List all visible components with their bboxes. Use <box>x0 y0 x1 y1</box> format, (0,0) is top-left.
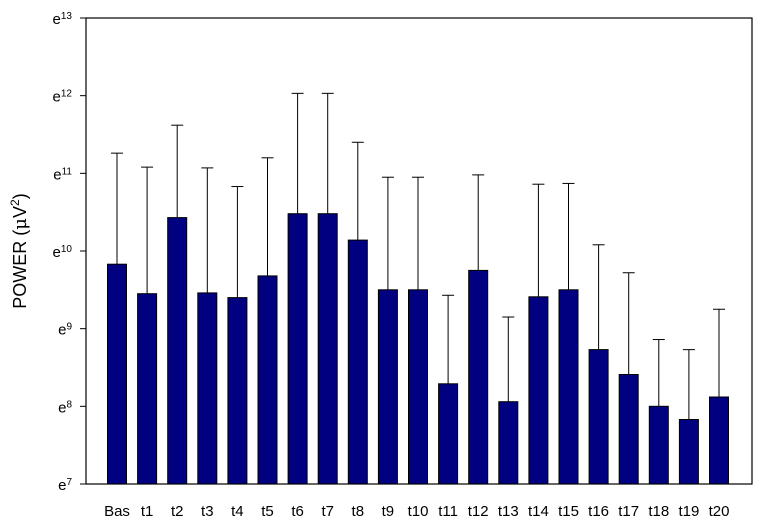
error-bar-t10 <box>412 176 424 290</box>
bar-t1 <box>137 293 158 485</box>
bar-t3 <box>197 292 218 485</box>
x-tick-label-t9: t9 <box>382 503 395 520</box>
error-bar-t14 <box>532 183 545 297</box>
x-tick-label-t2: t2 <box>171 503 184 520</box>
bar-t16 <box>588 349 609 485</box>
error-bar-t13 <box>502 316 515 402</box>
bar-t17 <box>618 374 639 485</box>
error-bar-t15 <box>562 182 575 290</box>
y-tick-label: e7 <box>58 477 72 495</box>
error-bar-t2 <box>171 124 184 218</box>
x-tick-label-t3: t3 <box>201 503 214 520</box>
bar-t8 <box>347 239 368 485</box>
bar-t10 <box>408 289 428 485</box>
y-axis-title-text: POWER ( <box>10 230 30 309</box>
bar-t20 <box>709 396 729 485</box>
error-bar-t4 <box>231 186 244 298</box>
y-tick-label: e8 <box>58 399 72 417</box>
x-tick-label-t16: t16 <box>588 503 609 520</box>
y-axis-title-sup: 2 <box>8 199 22 206</box>
error-bar-t9 <box>381 176 394 290</box>
x-tick-label-t19: t19 <box>678 503 699 520</box>
error-bar-t17 <box>622 272 635 375</box>
x-tick-label-t5: t5 <box>261 503 274 520</box>
x-tick-label-t12: t12 <box>468 503 489 520</box>
bar-t18 <box>648 405 669 485</box>
bar-t7 <box>317 213 338 485</box>
error-bar-t3 <box>201 167 214 293</box>
y-axis-title: POWER (μV2) <box>8 193 31 308</box>
y-axis-title-unit: V <box>10 206 30 218</box>
y-tick-label: e9 <box>58 321 72 339</box>
bars-layer <box>107 213 729 485</box>
x-tick-label-t10: t10 <box>408 503 429 520</box>
x-tick-label-t1: t1 <box>141 503 154 520</box>
x-tick-label-t6: t6 <box>291 503 304 520</box>
y-tick-label: e11 <box>53 166 72 184</box>
error-bar-t20 <box>713 308 725 398</box>
bar-t9 <box>377 289 398 485</box>
x-tick-label-t13: t13 <box>498 503 519 520</box>
bar-t5 <box>257 275 278 485</box>
x-tick-label-t20: t20 <box>709 503 730 520</box>
error-bar-t19 <box>682 349 695 420</box>
error-bar-t7 <box>321 92 334 214</box>
error-bar-t18 <box>652 339 665 407</box>
bar-t14 <box>528 296 549 485</box>
error-bar-t8 <box>351 141 364 241</box>
x-tick-label-t8: t8 <box>352 503 365 520</box>
x-tick-label-t4: t4 <box>231 503 244 520</box>
bar-t12 <box>468 269 489 485</box>
error-bar-t12 <box>472 174 485 271</box>
bar-Bas <box>107 263 127 485</box>
error-bar-t11 <box>442 294 455 384</box>
error-bars-layer <box>111 92 725 420</box>
x-tick-label-t15: t15 <box>558 503 579 520</box>
x-tick-label-t11: t11 <box>438 503 458 520</box>
bar-t6 <box>287 213 308 485</box>
error-bar-Bas <box>111 152 123 265</box>
error-bar-t16 <box>592 244 605 350</box>
bar-t4 <box>227 297 248 485</box>
y-axis-title-close: ) <box>10 193 30 199</box>
error-bar-t1 <box>141 166 154 294</box>
bar-t13 <box>498 401 519 485</box>
x-tick-label-Bas: Bas <box>104 503 130 520</box>
x-tick-label-t7: t7 <box>321 503 334 520</box>
x-tick-label-t14: t14 <box>528 503 549 520</box>
y-tick-label: e10 <box>53 244 73 262</box>
y-axis-title-mu: μ <box>10 218 31 230</box>
bar-t15 <box>558 289 579 485</box>
y-tick-label: e12 <box>53 88 73 106</box>
error-bar-t6 <box>291 92 304 214</box>
x-axis: Bas t1 t2 t3 t4 t5 t6 t7 t8 t9 t10 t11 t12 t13 t14 t15 t… <box>104 503 729 520</box>
y-axis: e7 e8 e9 e10 e11 e12 e13 <box>53 11 86 495</box>
x-tick-label-t17: t17 <box>618 503 639 520</box>
y-tick-label: e13 <box>53 11 73 29</box>
bar-t2 <box>167 217 188 485</box>
error-bar-t5 <box>261 157 274 276</box>
bar-t11 <box>438 383 459 485</box>
bar-t19 <box>678 419 699 485</box>
x-tick-label-t18: t18 <box>648 503 669 520</box>
